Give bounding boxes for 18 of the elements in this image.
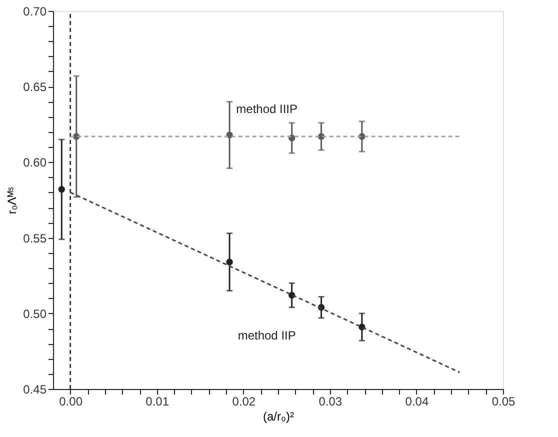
x-tick-label: 0.02 [232, 394, 256, 408]
y-tick-label: 0.45 [23, 382, 47, 396]
series-label: method IIIP [236, 102, 298, 116]
y-axis-title: r₀Λᴹˢ [5, 186, 20, 214]
x-axis-title: (a/r₀)² [263, 410, 294, 424]
y-tick-label: 0.50 [23, 306, 47, 321]
y-tick-label: 0.60 [23, 156, 47, 170]
y-tick-label: 0.55 [23, 231, 47, 246]
y-tick-label: 0.65 [23, 80, 47, 94]
y-tick-label: 0.70 [23, 4, 47, 18]
point [58, 186, 66, 193]
x-tick-label: 0.04 [405, 394, 429, 408]
text: method IIP [238, 328, 296, 342]
x-tick-label: 0.05 [492, 394, 516, 408]
x-tick-label: 0.00 [59, 394, 83, 408]
point [226, 258, 233, 266]
x-tick-label: 0.03 [318, 394, 342, 408]
x-tick-label: 0.01 [146, 394, 170, 408]
